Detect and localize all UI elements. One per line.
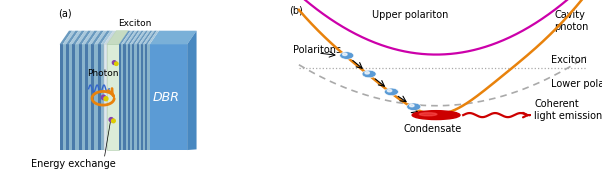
Circle shape <box>362 70 376 78</box>
Text: Upper polariton: Upper polariton <box>372 10 448 20</box>
Polygon shape <box>147 44 150 150</box>
Polygon shape <box>95 31 107 44</box>
Polygon shape <box>63 44 66 150</box>
Polygon shape <box>126 44 128 150</box>
Circle shape <box>387 89 392 92</box>
Polygon shape <box>60 31 72 44</box>
Polygon shape <box>138 31 150 44</box>
Polygon shape <box>107 44 119 150</box>
Text: Coherent
light emission: Coherent light emission <box>534 99 602 121</box>
Text: Photon: Photon <box>87 69 119 78</box>
Polygon shape <box>123 31 135 44</box>
Circle shape <box>111 119 115 123</box>
Polygon shape <box>130 31 141 44</box>
Text: Lower polariton: Lower polariton <box>551 78 602 89</box>
Polygon shape <box>72 44 75 150</box>
Polygon shape <box>82 31 95 44</box>
Polygon shape <box>75 44 79 150</box>
Polygon shape <box>187 31 196 150</box>
Circle shape <box>114 62 118 65</box>
Polygon shape <box>119 31 131 44</box>
Polygon shape <box>119 44 121 150</box>
Polygon shape <box>128 44 130 150</box>
Polygon shape <box>63 31 75 44</box>
Polygon shape <box>92 31 104 44</box>
Polygon shape <box>123 44 126 150</box>
Polygon shape <box>69 31 82 44</box>
Polygon shape <box>132 44 134 150</box>
Polygon shape <box>85 31 98 44</box>
Polygon shape <box>101 31 113 44</box>
Polygon shape <box>82 44 85 150</box>
Polygon shape <box>137 31 148 44</box>
Polygon shape <box>72 31 85 44</box>
Text: Energy exchange: Energy exchange <box>31 159 116 169</box>
Polygon shape <box>134 31 146 44</box>
Polygon shape <box>147 31 159 44</box>
Polygon shape <box>141 44 143 150</box>
Polygon shape <box>150 44 187 150</box>
Polygon shape <box>128 31 139 44</box>
Polygon shape <box>121 31 132 44</box>
Polygon shape <box>145 31 157 44</box>
Polygon shape <box>138 44 141 150</box>
Circle shape <box>409 104 414 107</box>
Polygon shape <box>121 44 123 150</box>
Polygon shape <box>126 31 137 44</box>
Polygon shape <box>98 44 101 150</box>
Polygon shape <box>92 44 95 150</box>
Polygon shape <box>101 44 104 150</box>
Polygon shape <box>60 44 63 150</box>
Polygon shape <box>104 44 107 150</box>
Polygon shape <box>130 44 132 150</box>
Polygon shape <box>150 31 196 44</box>
Polygon shape <box>143 44 145 150</box>
Text: DBR: DBR <box>153 91 180 104</box>
Circle shape <box>385 88 399 96</box>
Polygon shape <box>66 31 78 44</box>
Polygon shape <box>141 31 152 44</box>
Polygon shape <box>104 31 116 44</box>
Polygon shape <box>88 31 101 44</box>
Circle shape <box>407 103 421 110</box>
Text: Polaritons: Polaritons <box>293 45 341 55</box>
Polygon shape <box>134 44 137 150</box>
Polygon shape <box>69 44 72 150</box>
Circle shape <box>104 97 108 101</box>
Circle shape <box>113 61 116 65</box>
Circle shape <box>101 95 106 100</box>
Ellipse shape <box>412 111 460 120</box>
Polygon shape <box>145 44 147 150</box>
Polygon shape <box>79 31 91 44</box>
Polygon shape <box>132 31 144 44</box>
Polygon shape <box>79 44 82 150</box>
Text: (b): (b) <box>290 5 303 15</box>
Circle shape <box>340 52 354 59</box>
Polygon shape <box>95 44 98 150</box>
Polygon shape <box>66 44 69 150</box>
Polygon shape <box>88 44 92 150</box>
Text: Cavity
photon: Cavity photon <box>554 10 589 32</box>
Circle shape <box>109 118 113 122</box>
Polygon shape <box>75 31 88 44</box>
Polygon shape <box>143 31 155 44</box>
Polygon shape <box>137 44 138 150</box>
Polygon shape <box>107 31 128 44</box>
Text: Exciton: Exciton <box>551 55 587 65</box>
Text: (a): (a) <box>58 9 72 18</box>
Text: Exciton: Exciton <box>118 19 152 28</box>
Ellipse shape <box>420 113 437 116</box>
Polygon shape <box>85 44 88 150</box>
Text: Condensate: Condensate <box>404 124 462 135</box>
Circle shape <box>343 53 347 56</box>
Circle shape <box>365 72 370 74</box>
Polygon shape <box>98 31 110 44</box>
